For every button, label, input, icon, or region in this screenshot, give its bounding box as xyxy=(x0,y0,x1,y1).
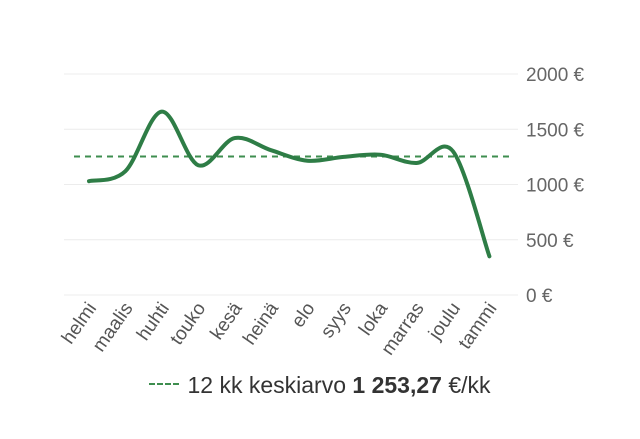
x-tick-label: tammi xyxy=(455,299,502,353)
legend-unit: €/kk xyxy=(448,372,491,398)
legend: 12 kk keskiarvo 1 253,27 €/kk xyxy=(0,372,640,399)
y-tick-label: 2000 € xyxy=(526,65,585,86)
y-tick-label: 500 € xyxy=(526,231,574,252)
series-line xyxy=(87,109,492,259)
y-tick-label: 0 € xyxy=(526,286,553,307)
x-tick-label: touko xyxy=(166,299,210,349)
y-tick-label: 1500 € xyxy=(526,120,585,141)
y-tick-label: 1000 € xyxy=(526,176,585,197)
line-chart: 0 €500 €1000 €1500 €2000 €helmimaalishuh… xyxy=(58,65,585,359)
legend-dash-swatch xyxy=(149,382,180,385)
legend-average-value: 1 253,27 xyxy=(352,372,442,398)
x-tick-label: heinä xyxy=(239,298,283,348)
x-tick-label: elo xyxy=(288,299,320,332)
legend-prefix: 12 kk keskiarvo xyxy=(187,372,346,398)
x-tick-label: syys xyxy=(317,299,356,342)
